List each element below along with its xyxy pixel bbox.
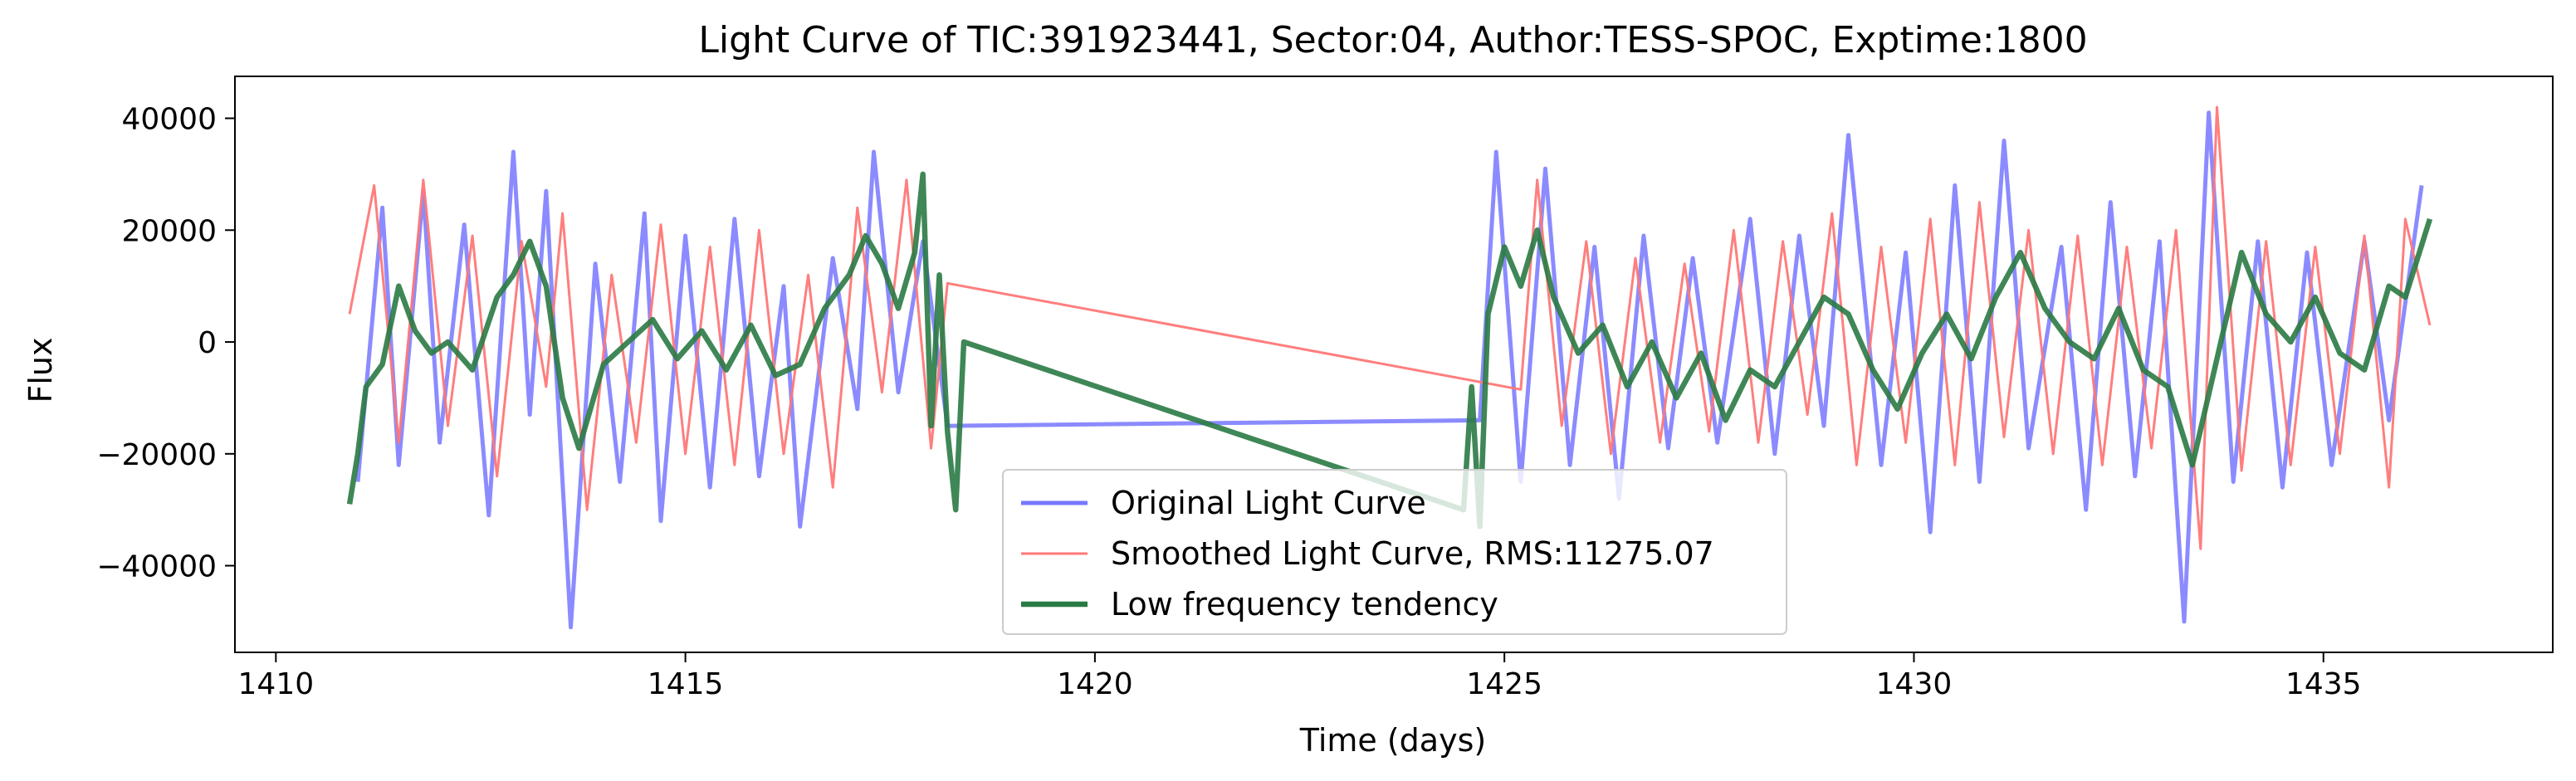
axes: 1410 1415 1420 1425 1430 1435 −40000 −20000 0 200… [96,76,2554,701]
legend: Original Light Curve Smoothed Light Curve… [1002,469,1787,635]
y-tick-label-3: 20000 [121,214,217,248]
x-tick-label-3: 1425 [1466,667,1542,701]
plot-area [346,105,2433,630]
legend-box [1002,469,1787,635]
y-axis-label: Flux [22,338,59,403]
legend-label-1: Smoothed Light Curve, RMS:11275.07 [1111,535,1714,572]
legend-label-0: Original Light Curve [1111,485,1426,521]
y-tick-label-4: 40000 [121,103,217,137]
x-tick-label-4: 1430 [1876,667,1953,701]
series-line-1 [348,105,2432,550]
x-tick-label-5: 1435 [2285,667,2362,701]
x-tick-label-0: 1410 [238,667,315,701]
y-tick-label-2: 0 [198,326,217,360]
axes-frame [234,76,2554,653]
y-tick-label-1: −20000 [96,438,217,472]
x-tick-label-1: 1415 [648,667,724,701]
series-line-0 [355,110,2424,630]
x-axis-label: Time (days) [1299,722,1486,759]
chart-title: Light Curve of TIC:391923441, Sector:04,… [698,19,2087,61]
legend-label-2: Low frequency tendency [1111,586,1498,622]
series-line-2 [346,171,2433,530]
y-tick-label-0: −40000 [96,550,217,584]
x-tick-label-2: 1420 [1057,667,1133,701]
